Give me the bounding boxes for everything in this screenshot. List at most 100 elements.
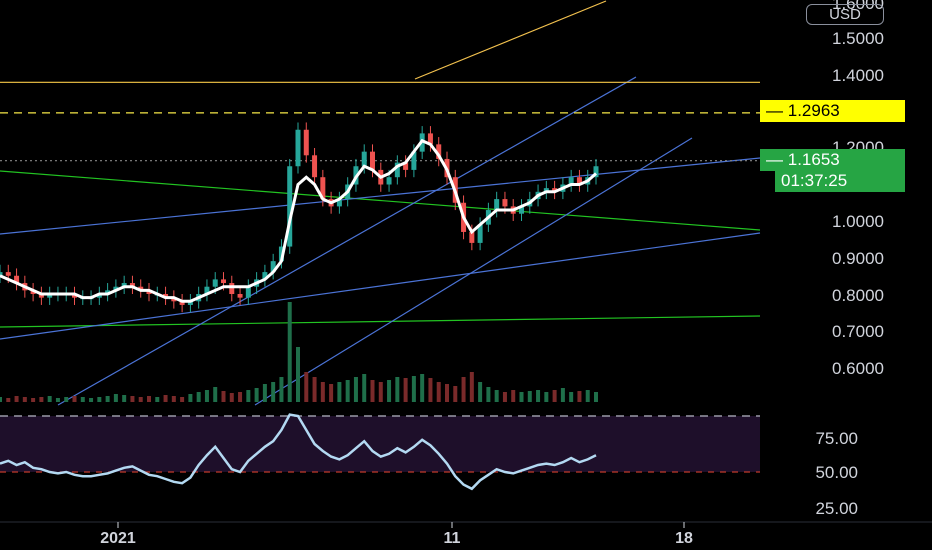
- candle-body: [386, 177, 392, 185]
- candle-body: [411, 151, 417, 170]
- volume-bar: [519, 392, 524, 402]
- candle: [38, 286, 44, 305]
- current-price-value: 1.1653: [787, 150, 840, 169]
- rsi-tick-label: 25.00: [815, 499, 858, 518]
- x-tick-label: 2021: [100, 530, 136, 547]
- volume-bar: [89, 398, 94, 402]
- candle: [187, 294, 193, 313]
- candle: [72, 286, 77, 305]
- volume-bar: [287, 302, 292, 402]
- candle-body: [477, 224, 483, 243]
- volume-bar: [527, 391, 532, 402]
- candle-body: [30, 290, 36, 294]
- trendline-3: [0, 157, 761, 235]
- candle-body: [146, 290, 152, 294]
- volume-bar: [320, 382, 325, 402]
- currency-selector[interactable]: USD: [806, 4, 884, 25]
- trendline-layer: [0, 0, 761, 406]
- candle: [552, 180, 558, 200]
- candle-body: [403, 162, 409, 170]
- candle: [576, 169, 582, 192]
- volume-bar: [502, 392, 507, 402]
- candle: [105, 283, 111, 302]
- candle: [113, 279, 119, 298]
- candle: [96, 286, 102, 305]
- x-axis: 2021 11 18: [0, 521, 932, 547]
- candle-body: [593, 166, 599, 178]
- candle-body: [436, 144, 442, 159]
- candle: [138, 279, 144, 298]
- candle: [494, 191, 500, 218]
- candle-body: [113, 286, 119, 291]
- candle-body: [187, 301, 193, 305]
- volume-bar: [238, 392, 243, 402]
- candle-body: [212, 279, 218, 287]
- volume-bar: [337, 382, 342, 402]
- rsi-tick-label: 50.00: [815, 463, 858, 482]
- volume-bar: [544, 392, 549, 402]
- volume-bar: [229, 393, 234, 402]
- volume-bar: [428, 378, 433, 402]
- volume-bar: [213, 387, 218, 402]
- candle-body: [179, 301, 185, 305]
- volume-bar: [552, 390, 557, 402]
- candle-body: [229, 283, 235, 294]
- candle-body: [270, 261, 276, 273]
- volume-bar: [221, 391, 226, 402]
- price-tick-label: 0.9000: [832, 249, 884, 268]
- candle-body: [47, 294, 53, 298]
- volume-bar: [171, 396, 176, 402]
- rsi-line: [0, 413, 597, 491]
- candle-body: [121, 283, 127, 287]
- volume-bar: [329, 384, 334, 402]
- y-axis: 1.60001.50001.40001.20001.00000.90000.80…: [815, 0, 884, 518]
- volume-bar: [461, 377, 466, 402]
- volume-bar: [469, 372, 474, 402]
- volume-bar: [403, 378, 408, 402]
- candle-body: [427, 133, 433, 145]
- candle-body: [163, 294, 169, 298]
- volume-bar: [304, 372, 309, 402]
- volume-bar: [436, 382, 441, 402]
- price-tick-label: 0.8000: [832, 286, 884, 305]
- candle-body: [502, 199, 508, 207]
- volume-bar: [180, 397, 185, 402]
- volume-bar: [279, 377, 284, 402]
- trendline-1: [0, 170, 761, 231]
- candle-body: [469, 231, 475, 243]
- candle-body: [552, 188, 558, 192]
- candle: [47, 286, 53, 305]
- volume-bar: [147, 396, 151, 402]
- volume-bar: [560, 388, 565, 402]
- candle-body: [14, 275, 20, 284]
- volume-bar: [163, 395, 168, 402]
- candle: [312, 148, 318, 185]
- volume-bar: [196, 392, 201, 402]
- candle-body: [394, 162, 400, 178]
- volume-bar: [122, 395, 127, 402]
- candle: [163, 286, 169, 305]
- candle: [270, 253, 276, 280]
- trendline-5: [57, 76, 637, 406]
- candle: [262, 264, 268, 287]
- volume-bar: [0, 397, 2, 402]
- candle: [543, 180, 549, 200]
- volume-bar: [511, 390, 516, 402]
- volume-bar: [271, 382, 276, 402]
- candle: [427, 126, 433, 152]
- candle: [204, 279, 210, 302]
- volume-bar: [254, 388, 259, 402]
- volume-bar: [113, 394, 118, 402]
- candle-body: [5, 272, 11, 276]
- volume-bar: [420, 374, 425, 402]
- volume-bar: [138, 397, 143, 402]
- price-tick-label: 1.6000: [832, 0, 884, 13]
- candle-body: [262, 272, 268, 280]
- candle: [295, 122, 301, 174]
- price-tick-label: 1.4000: [832, 66, 884, 85]
- volume-bar: [105, 396, 110, 402]
- candle: [179, 294, 185, 313]
- volume-bar: [204, 390, 209, 402]
- candle-body: [287, 166, 293, 247]
